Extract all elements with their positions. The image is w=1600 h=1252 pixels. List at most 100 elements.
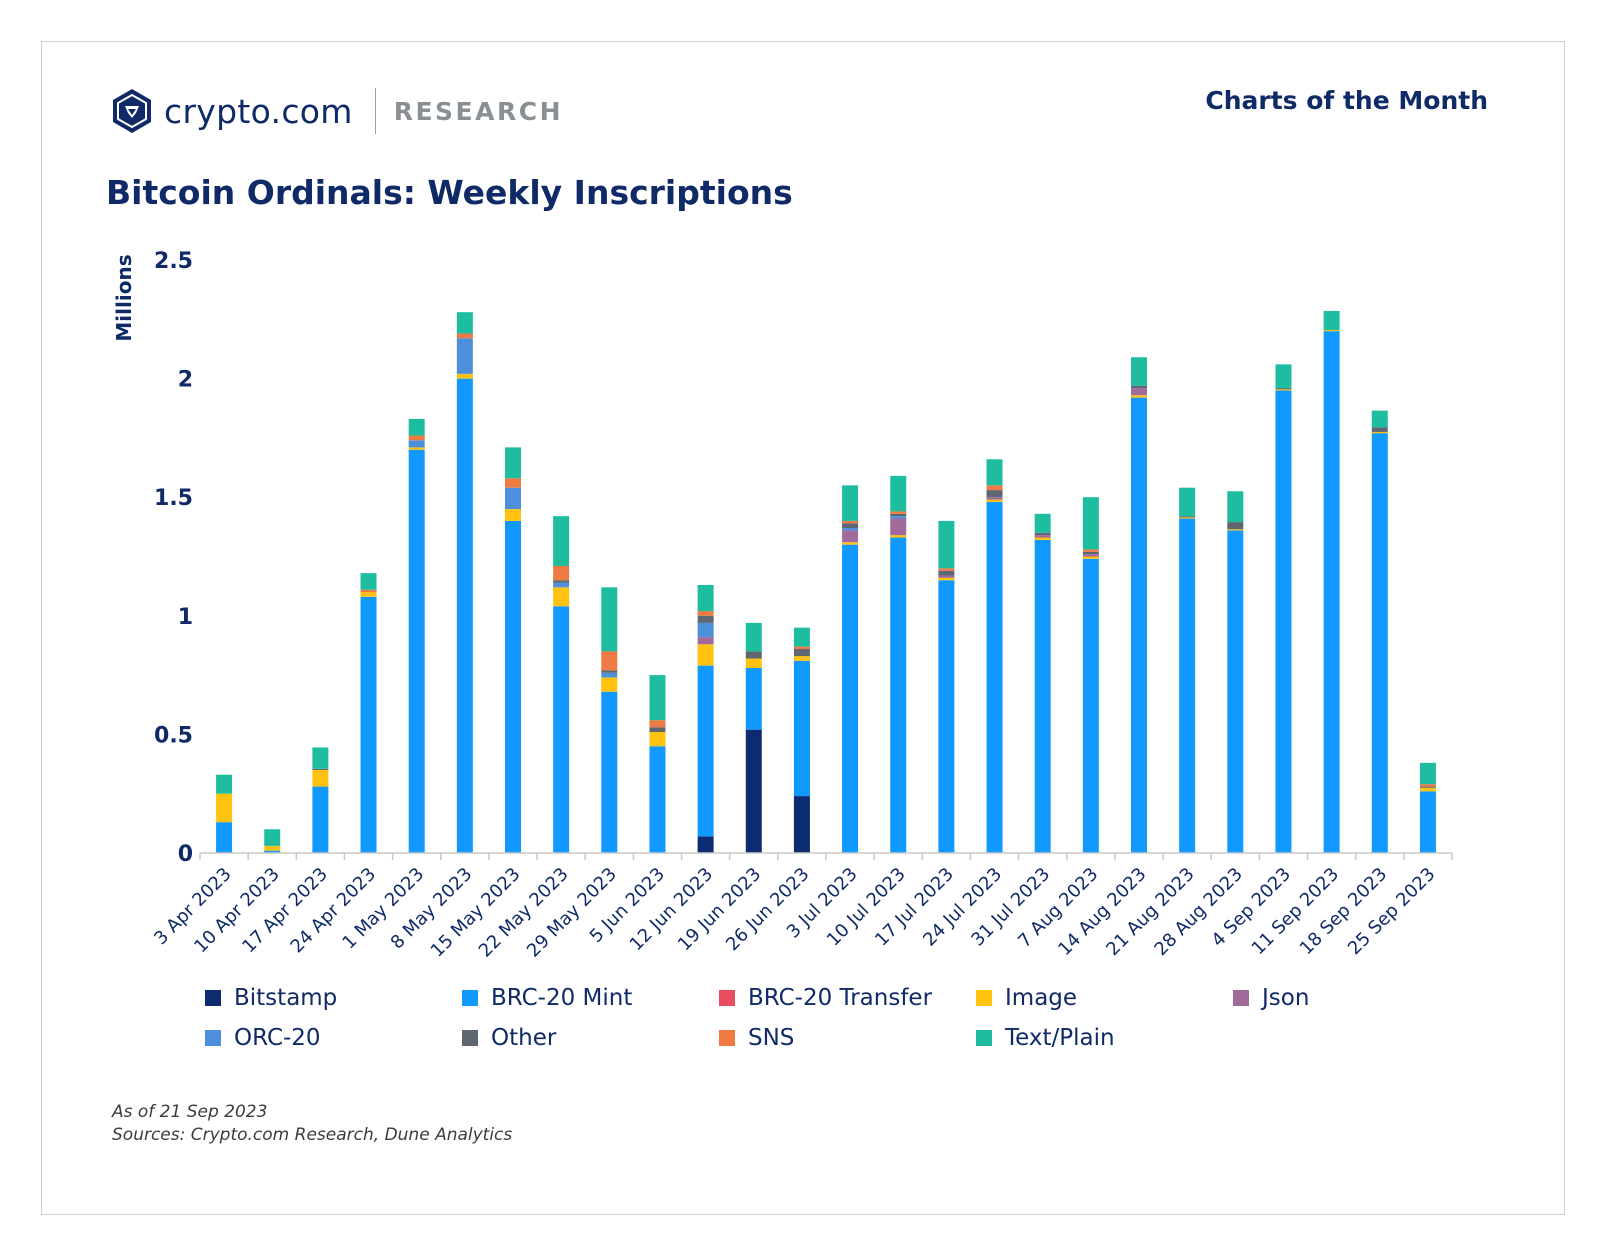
bar-segment bbox=[890, 475, 907, 512]
bar-segment bbox=[745, 651, 762, 659]
bar-segment bbox=[986, 459, 1003, 486]
bar-segment bbox=[505, 478, 521, 488]
bar-segment bbox=[842, 530, 859, 543]
bar-segment bbox=[938, 520, 955, 569]
bar-segment bbox=[793, 660, 810, 797]
bar-segment bbox=[601, 677, 618, 692]
bar-segment bbox=[697, 637, 714, 645]
legend-swatch bbox=[719, 990, 735, 1006]
y-tick-label: 2.5 bbox=[154, 249, 193, 274]
bar-segment bbox=[938, 577, 955, 581]
bar-segment bbox=[1419, 787, 1436, 792]
bar-segment bbox=[938, 570, 955, 576]
bar-segment bbox=[312, 786, 329, 853]
bar-segment bbox=[842, 485, 859, 521]
bar-segment bbox=[553, 580, 570, 583]
bar-segment bbox=[986, 485, 1003, 491]
legend-label: BRC-20 Mint bbox=[491, 985, 633, 1011]
bar-segment bbox=[553, 582, 570, 588]
bar-segment bbox=[601, 651, 618, 671]
bar-segment bbox=[360, 573, 377, 590]
legend-label: Other bbox=[491, 1025, 557, 1051]
brand-header: crypto.com RESEARCH bbox=[110, 86, 563, 136]
chart-frame bbox=[41, 41, 1565, 1215]
bar-segment bbox=[842, 542, 859, 545]
bar-segment bbox=[1034, 539, 1051, 853]
bar-segment bbox=[505, 509, 521, 521]
bar-segment bbox=[1371, 410, 1388, 428]
bar-segment bbox=[553, 587, 570, 607]
bar-segment bbox=[793, 796, 810, 853]
bar-segment bbox=[697, 665, 714, 837]
bar-segment bbox=[1034, 535, 1051, 538]
bar-segment bbox=[456, 373, 473, 379]
bar-segment bbox=[890, 518, 907, 536]
bar-segment bbox=[745, 667, 762, 730]
bar-segment bbox=[601, 672, 618, 678]
bar-segment bbox=[649, 732, 666, 747]
bar-segment bbox=[264, 845, 281, 851]
bar-segment bbox=[938, 568, 955, 571]
bar-segment bbox=[1227, 529, 1244, 531]
y-tick-label: 1 bbox=[178, 605, 193, 630]
bar-segment bbox=[697, 836, 714, 853]
bar-segment bbox=[360, 589, 377, 593]
bar-segment bbox=[505, 487, 521, 510]
bar-segment bbox=[456, 338, 473, 374]
bar-segment bbox=[1082, 551, 1099, 555]
legend-swatch bbox=[719, 1030, 735, 1046]
bar-segment bbox=[1227, 491, 1244, 523]
bar-segment bbox=[986, 499, 1003, 502]
bar-segment bbox=[649, 727, 666, 733]
bar-segment bbox=[1227, 530, 1244, 853]
bar-segment bbox=[601, 587, 618, 652]
bar-segment bbox=[1419, 762, 1436, 785]
bar-segment bbox=[842, 528, 859, 531]
bar-segment bbox=[216, 774, 233, 794]
bar-segment bbox=[1323, 329, 1340, 332]
bar-segment bbox=[1131, 385, 1147, 389]
bar-segment bbox=[1419, 786, 1436, 788]
sources-note: Sources: Crypto.com Research, Dune Analy… bbox=[112, 1125, 513, 1145]
bar-segment bbox=[1371, 433, 1388, 853]
bar-segment bbox=[793, 627, 810, 647]
legend-swatch bbox=[462, 1030, 478, 1046]
y-axis: 0 0.5 1 1.5 2 2.5 bbox=[154, 249, 193, 867]
legend-item: Text/Plain bbox=[976, 1025, 1115, 1051]
legend-label: Text/Plain bbox=[1005, 1025, 1115, 1051]
bar-segment bbox=[986, 490, 1003, 498]
bar-segment bbox=[1082, 497, 1099, 550]
legend-swatch bbox=[205, 1030, 221, 1046]
bar-segment bbox=[1419, 784, 1436, 787]
bar-segment bbox=[697, 622, 714, 638]
y-axis-label: Millions bbox=[112, 254, 136, 341]
bar-segment bbox=[1034, 537, 1051, 540]
bar-segment bbox=[1227, 522, 1244, 530]
bar-segment bbox=[505, 520, 521, 853]
chart-title: Bitcoin Ordinals: Weekly Inscriptions bbox=[106, 173, 793, 212]
bar-segment bbox=[312, 768, 329, 770]
bar-segment bbox=[1131, 388, 1147, 396]
bar-segment bbox=[697, 615, 714, 623]
bar-segment bbox=[745, 729, 762, 853]
brand-name: crypto.com bbox=[164, 91, 353, 131]
bar-segment bbox=[745, 658, 762, 668]
bar-segment bbox=[456, 333, 473, 339]
legend-swatch bbox=[205, 990, 221, 1006]
brand-divider bbox=[374, 88, 376, 134]
bar-segment bbox=[1082, 554, 1099, 557]
legend-item: Image bbox=[976, 985, 1077, 1011]
bar-segment bbox=[745, 622, 762, 652]
bar-segment bbox=[456, 378, 473, 853]
bar-segment bbox=[312, 747, 329, 769]
bar-segment bbox=[1275, 389, 1292, 391]
bar-segment bbox=[1371, 431, 1388, 434]
bar-segment bbox=[408, 418, 425, 436]
bar-segment bbox=[793, 656, 810, 661]
bar-segment bbox=[1131, 397, 1147, 853]
bar-segment bbox=[1179, 518, 1196, 853]
bar-segment bbox=[793, 646, 810, 650]
bar-segment bbox=[1179, 487, 1196, 517]
bar-segment bbox=[264, 829, 281, 846]
